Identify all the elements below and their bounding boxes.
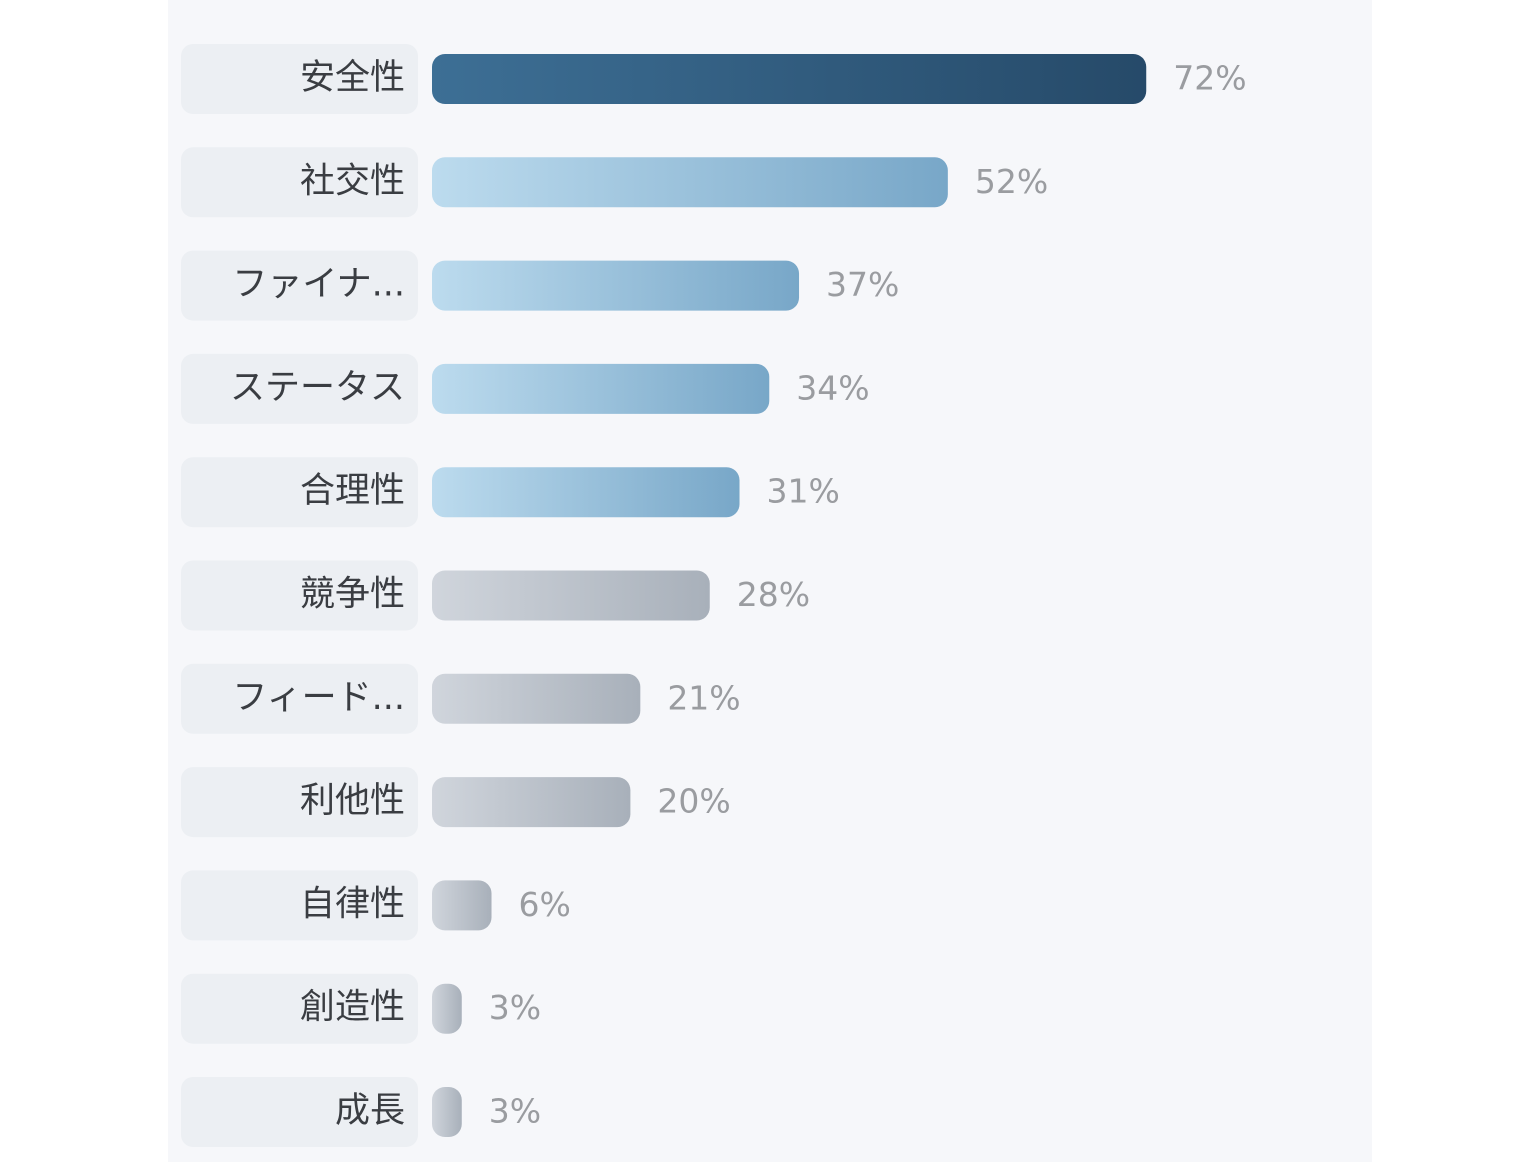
- value-label: 28%: [737, 575, 810, 614]
- bar: [432, 1087, 462, 1137]
- bar: [432, 777, 631, 828]
- category-label: 成長: [335, 1091, 405, 1131]
- value-label: 20%: [657, 782, 730, 821]
- value-label: 3%: [489, 988, 541, 1027]
- category-label: ファイナ...: [232, 265, 405, 305]
- value-label: 72%: [1173, 59, 1246, 98]
- value-label: 31%: [767, 472, 840, 511]
- bar: [432, 467, 740, 518]
- label-box: [181, 1077, 418, 1147]
- bar: [432, 54, 1147, 104]
- bar: [432, 363, 770, 414]
- label-box: [181, 250, 418, 321]
- category-label: 安全性: [300, 58, 405, 98]
- label-box: [181, 147, 418, 218]
- label-box: [181, 973, 418, 1044]
- value-label: 34%: [796, 368, 869, 407]
- category-label: 競争性: [300, 575, 405, 615]
- bar: [432, 260, 800, 311]
- category-label: ステータス: [230, 368, 405, 408]
- bar: [432, 880, 492, 931]
- value-label: 21%: [667, 678, 740, 717]
- value-label: 3%: [489, 1092, 541, 1131]
- value-label: 37%: [826, 265, 899, 304]
- label-box: [181, 457, 418, 528]
- category-label: 自律性: [300, 884, 405, 924]
- label-box: [181, 560, 418, 631]
- label-box: [181, 44, 418, 114]
- category-label: 利他性: [300, 781, 405, 821]
- value-label: 6%: [519, 885, 571, 924]
- bar: [432, 673, 641, 724]
- category-label: フィード...: [232, 678, 405, 718]
- label-box: [181, 870, 418, 941]
- bar: [432, 983, 462, 1034]
- label-box: [181, 353, 418, 424]
- label-box: [181, 663, 418, 734]
- bar: [432, 570, 710, 621]
- value-label: 52%: [975, 162, 1048, 201]
- category-label: 合理性: [300, 471, 405, 511]
- bar: [432, 157, 948, 208]
- category-label: 創造性: [300, 988, 405, 1028]
- category-label: 社交性: [300, 161, 405, 201]
- label-box: [181, 767, 418, 838]
